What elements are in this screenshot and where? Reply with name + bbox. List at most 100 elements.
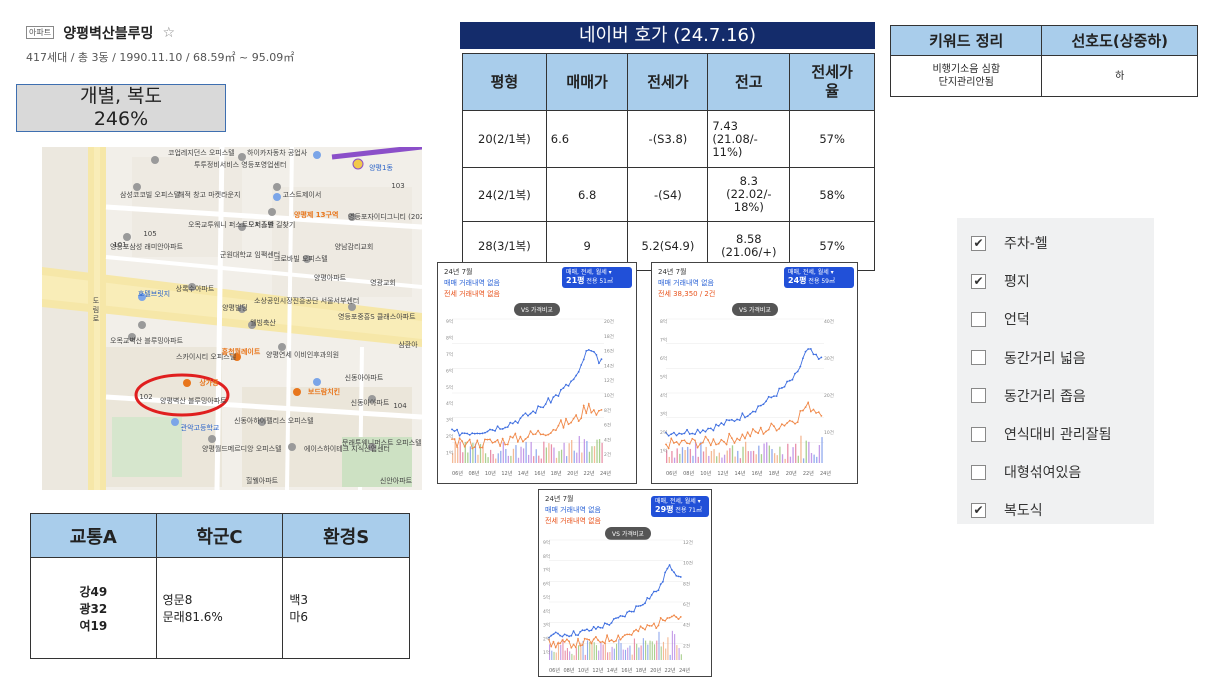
y-right-tick-label: 20건	[824, 392, 834, 399]
volume-bar	[573, 655, 575, 660]
score-environment-cell: 백3 마6	[282, 557, 410, 659]
volume-bar	[505, 448, 507, 463]
volume-bar	[689, 448, 692, 463]
volume-bar	[721, 457, 723, 463]
volume-bar	[816, 456, 818, 463]
map-label-target-apartment[interactable]: 양평벽산 블루밍아파트	[160, 397, 227, 405]
school-value: 문래81.6%	[162, 610, 223, 624]
price-chart-card-24[interactable]: 24년 7월 매매 거래내역 없음 전세 38,350 / 2건 매매, 전세,…	[651, 262, 858, 484]
y-right-tick-label: 14건	[604, 362, 614, 369]
volume-bar	[679, 453, 681, 463]
y-right-tick-label: 6건	[604, 422, 611, 429]
checklist-item[interactable]: 동간거리 좁음	[957, 377, 1154, 415]
checklist-item[interactable]: ✔ 주차-헬	[957, 224, 1154, 262]
volume-bar	[669, 654, 671, 660]
checklist-item[interactable]: 언덕	[957, 300, 1154, 338]
price-trend-chart: 06년 08년 10년 12년 14년 16년 18년 20년 22년 24년 8억 7억 6억 5억 4억…	[660, 318, 834, 477]
y-left-tick-label: 2억	[543, 635, 550, 642]
x-tick-label: 20년	[650, 667, 661, 674]
volume-bar	[758, 445, 760, 463]
volume-bar	[553, 651, 555, 660]
volume-bar	[575, 648, 577, 660]
checkbox-checked-icon[interactable]: ✔	[971, 273, 986, 289]
checkbox-empty-icon[interactable]	[971, 426, 986, 442]
volume-bar	[633, 638, 635, 660]
checklist-item[interactable]: ✔ 평지	[957, 262, 1154, 300]
price-chart-card-29[interactable]: 24년 7월 매매 거래내역 없음 전세 거래내역 없음 매매, 전세, 월세 …	[538, 489, 712, 677]
map-label: 삼성코코빌 오피스텔	[120, 191, 181, 199]
feature-checklist: ✔ 주차-헬 ✔ 평지 언덕 동간거리 넓음 동간거리 좁음 연식대비 관리잘됨 대형섞여있음 ✔…	[957, 218, 1154, 524]
y-left-tick-label: 1억	[446, 450, 453, 457]
map-label: 양평연세 이비인후과의원	[266, 351, 340, 359]
score-traffic-cell: 강49 광32 여19	[30, 557, 157, 659]
compare-button[interactable]: VS 가격비교	[514, 303, 560, 316]
checkbox-empty-icon[interactable]	[971, 464, 986, 480]
jeonse-price-line	[665, 401, 822, 450]
location-map[interactable]: 코업레지던스 오피스텔 투투정비서비스 영등포영업센터 하이카자동차 공업사 양…	[42, 147, 422, 490]
size-selector-button[interactable]: 매매, 전세, 월세 ▾ 24평 전용 59㎡	[784, 267, 854, 288]
volume-bar	[658, 631, 660, 660]
checklist-item[interactable]: 대형섞여있음	[957, 453, 1154, 491]
volume-bar	[787, 443, 789, 463]
chart-jeonse-status: 전세 38,350 / 2건	[658, 290, 716, 298]
y-right-tick-label: 12건	[683, 539, 693, 546]
y-left-tick-label: 1억	[543, 649, 550, 656]
volume-bar	[773, 453, 776, 463]
volume-bar	[611, 646, 613, 660]
checklist-label: 평지	[1004, 274, 1030, 291]
volume-bar	[802, 458, 805, 463]
x-tick-label: 16년	[752, 470, 763, 477]
apartment-header: 아파트 양평벽산블루밍 ☆ 417세대 / 총 3동 / 1990.11.10 …	[26, 22, 386, 65]
naver-header-size: 평형	[462, 53, 547, 111]
volume-bar	[656, 640, 658, 660]
volume-bar	[582, 640, 584, 660]
checklist-item[interactable]: 동간거리 넓음	[957, 339, 1154, 377]
checkbox-empty-icon[interactable]	[971, 350, 986, 366]
naver-cell: 6.6	[545, 110, 629, 168]
volume-bar	[645, 640, 647, 660]
checkbox-empty-icon[interactable]	[971, 388, 986, 404]
volume-bar	[510, 455, 512, 463]
price-chart-card-21[interactable]: 24년 7월 매매 거래내역 없음 전세 거래내역 없음 매매, 전세, 월세 …	[437, 262, 637, 484]
volume-bar	[540, 458, 542, 463]
map-label: 양남감리교회	[334, 243, 374, 251]
y-right-tick-label: 20건	[604, 318, 614, 325]
y-left-tick-label: 9억	[446, 318, 453, 325]
volume-bar	[573, 450, 575, 463]
checklist-label: 동간거리 좁음	[1004, 388, 1086, 405]
volume-bar	[472, 442, 474, 463]
map-label: 고스트제이서	[282, 191, 322, 199]
y-left-tick-label: 9억	[543, 539, 550, 546]
volume-bar	[649, 640, 651, 660]
checkbox-empty-icon[interactable]	[971, 311, 986, 327]
y-left-tick-label: 8억	[660, 318, 667, 325]
x-tick-label: 24년	[820, 470, 831, 477]
x-tick-label: 16년	[621, 667, 632, 674]
apartment-name[interactable]: 양평벽산블루밍	[63, 25, 154, 42]
map-label: 문래투웨니퍼스트 오피스텔	[342, 439, 422, 447]
volume-bar	[729, 448, 731, 463]
checkbox-checked-icon[interactable]: ✔	[971, 502, 986, 518]
checklist-item[interactable]: 연식대비 관리잘됨	[957, 415, 1154, 453]
x-tick-label: 12년	[501, 470, 512, 477]
favorite-star-icon[interactable]: ☆	[162, 24, 176, 41]
volume-bar	[533, 456, 535, 463]
chart-sale-status: 매매 거래내역 없음	[444, 279, 500, 287]
badge-type: 매매, 전세, 월세 ▾	[566, 269, 612, 276]
checkbox-checked-icon[interactable]: ✔	[971, 235, 986, 251]
volume-bar	[640, 645, 642, 660]
volume-bar	[692, 455, 694, 463]
checklist-item[interactable]: ✔ 복도식	[957, 491, 1154, 529]
map-label-highlight[interactable]: 상가동	[199, 379, 219, 387]
compare-button[interactable]: VS 가격비교	[732, 303, 778, 316]
volume-bar	[601, 442, 603, 463]
volume-bar	[469, 446, 471, 463]
map-label: 관악고등학교	[180, 424, 220, 432]
volume-bar	[716, 456, 718, 463]
y-right-tick-label: 16건	[604, 348, 614, 355]
chart-title: 24년 7월	[658, 268, 687, 276]
size-selector-button[interactable]: 매매, 전세, 월세 ▾ 29평 전용 71㎡	[651, 496, 709, 517]
badge-size: 24평	[788, 276, 807, 285]
size-selector-button[interactable]: 매매, 전세, 월세 ▾ 21평 전용 51㎡	[562, 267, 632, 288]
compare-button[interactable]: VS 가격비교	[605, 527, 651, 540]
